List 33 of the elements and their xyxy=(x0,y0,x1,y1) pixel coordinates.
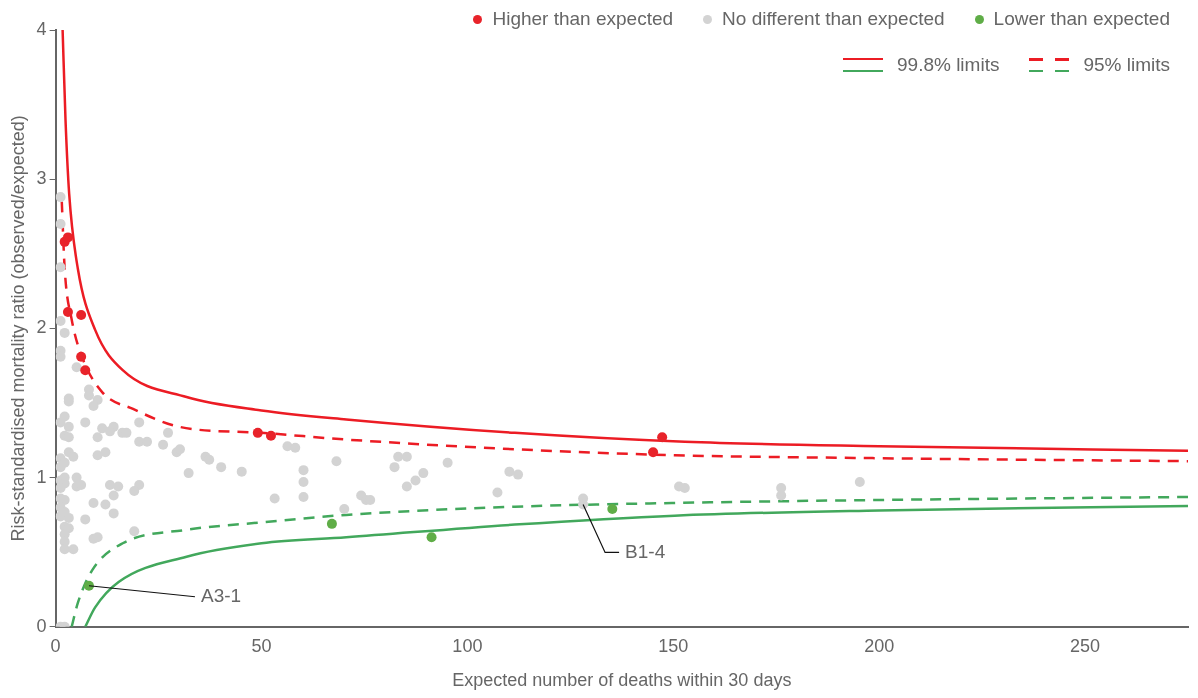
legend-label: No different than expected xyxy=(722,8,945,30)
y-tick-label: 1 xyxy=(36,466,47,487)
point xyxy=(657,432,668,443)
x-tick-label: 50 xyxy=(251,635,272,656)
y-tick-label: 2 xyxy=(36,317,47,338)
point xyxy=(62,306,73,317)
legend-label: Lower than expected xyxy=(993,8,1170,30)
point xyxy=(252,427,263,438)
line-series xyxy=(61,30,1188,452)
point xyxy=(62,232,73,243)
annotation: B1-4 xyxy=(625,540,666,562)
y-tick-label: 4 xyxy=(36,18,47,39)
point xyxy=(326,518,337,529)
y-axis-title: Risk-standardised mortality ratio (observed/expected) xyxy=(7,115,28,542)
point xyxy=(648,447,659,458)
y-tick-label: 0 xyxy=(36,615,47,636)
point xyxy=(607,503,618,514)
legend-label: 99.8% limits xyxy=(897,54,1000,76)
x-tick-label: 250 xyxy=(1070,635,1101,656)
legend-label: Higher than expected xyxy=(492,8,674,30)
x-tick-label: 100 xyxy=(452,635,483,656)
x-axis-title: Expected number of deaths within 30 days xyxy=(452,670,792,691)
x-tick-label: 150 xyxy=(658,635,689,656)
point xyxy=(426,532,437,543)
point xyxy=(265,430,276,441)
x-tick-label: 0 xyxy=(50,635,61,656)
x-tick-label: 200 xyxy=(864,635,895,656)
y-tick-label: 3 xyxy=(36,168,47,189)
point xyxy=(76,309,87,320)
point xyxy=(76,351,87,362)
annotation: A3-1 xyxy=(200,585,242,606)
legend-label: 95% limits xyxy=(1083,54,1170,76)
point xyxy=(80,365,91,376)
